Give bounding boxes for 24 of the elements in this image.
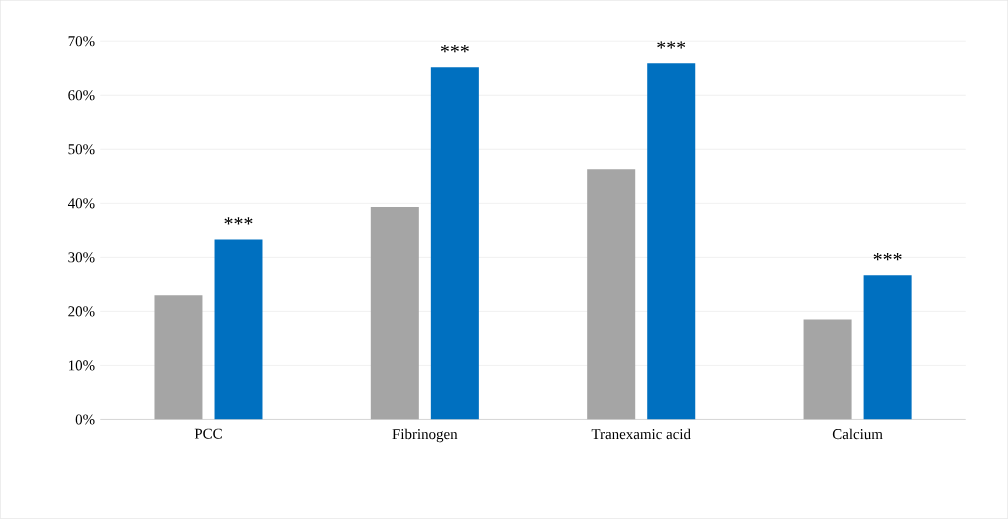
y-tick-label: 10% [68, 360, 95, 371]
y-tick-label: 0% [75, 414, 95, 425]
annotation: *** [657, 41, 686, 49]
y-tick-label: 30% [68, 252, 95, 263]
x-tick-label: Fibrinogen [392, 428, 458, 443]
y-tick-label: 50% [68, 144, 95, 155]
x-tick-label: Calcium [832, 428, 883, 440]
y-tick-label: 40% [67, 198, 95, 209]
annotation: *** [224, 217, 253, 225]
x-tick-label: Tranexamic acid [591, 428, 691, 440]
x-tick-label: PCC [194, 428, 222, 439]
bar [803, 319, 852, 420]
bar [154, 295, 203, 420]
bar [214, 239, 263, 420]
annotation: *** [440, 45, 469, 53]
y-tick-label: 70% [68, 36, 95, 47]
bar [587, 169, 636, 420]
bar [430, 67, 479, 420]
y-tick-label: 20% [68, 306, 95, 317]
annotation: *** [873, 253, 902, 261]
bar [647, 63, 696, 420]
bar [863, 275, 912, 420]
bar [370, 207, 419, 420]
y-tick-label: 60% [68, 90, 95, 101]
